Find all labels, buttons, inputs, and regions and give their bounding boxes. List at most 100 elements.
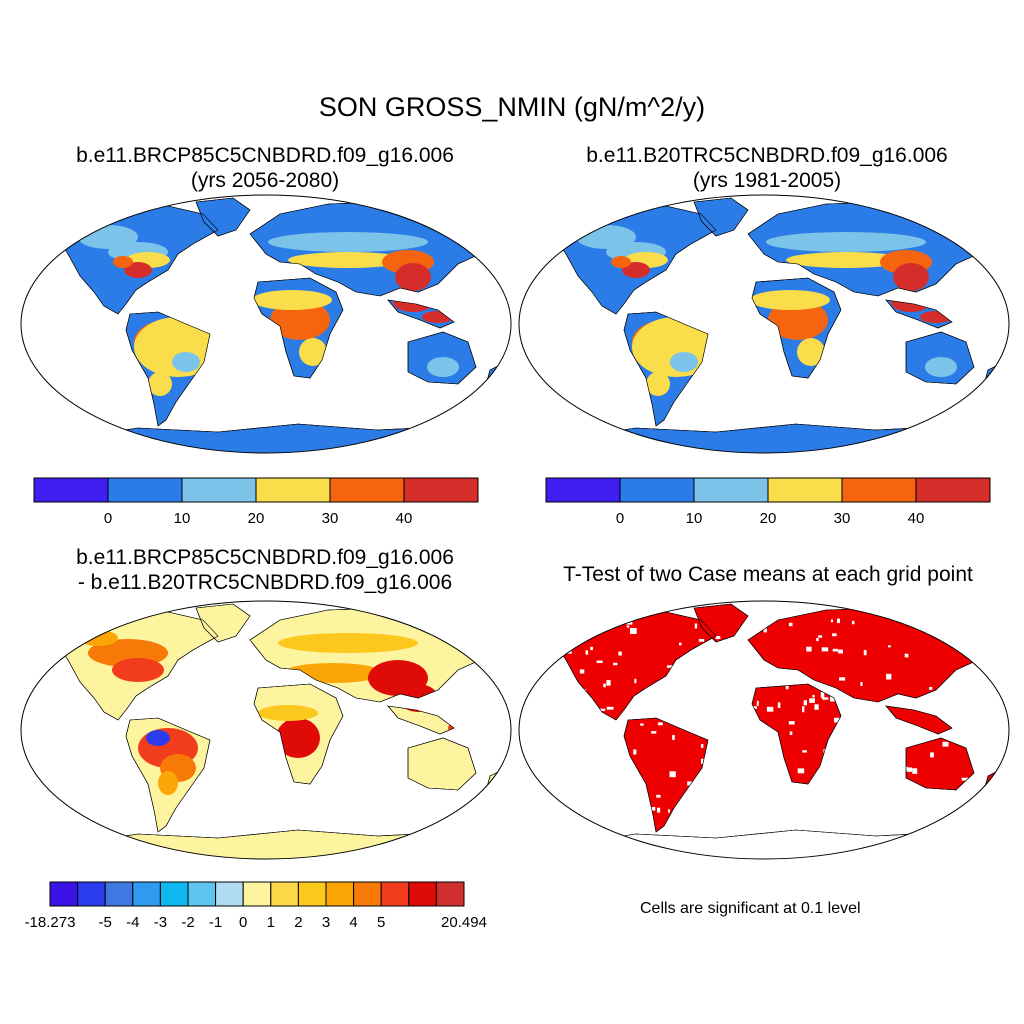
colorbar-rcp85: 0 10 20 30 40 [33,477,479,526]
nonsignificant-cell [789,731,793,735]
colorbar-label: 20.494 [441,914,487,930]
figure-title: SON GROSS_NMIN (gN/m^2/y) [318,92,706,122]
nonsignificant-cell [651,731,657,734]
colorbar-box [380,881,410,907]
panel-title-diff-line2: - b.e11.B20TRC5CNBDRD.f09_g16.006 [77,571,453,594]
value-patch [124,262,152,278]
colorbar-box [255,477,331,503]
colorbar-box [104,881,134,907]
panel-title-diff-line1: b.e11.BRCP85C5CNBDRD.f09_g16.006 [76,546,454,569]
nonsignificant-cell [821,647,829,652]
colorbar-label: -3 [154,914,167,930]
map-rcp85 [20,194,512,454]
colorbar-label: 30 [322,510,339,526]
nonsignificant-cell [630,628,637,634]
value-patch [576,225,636,249]
nonsignificant-cell [802,706,805,713]
nonsignificant-cell [967,619,970,624]
colorbar-box [545,477,621,503]
coastline-southAmerica [623,717,709,833]
land-layer-ttest [553,603,1001,859]
nonsignificant-cell [803,700,807,706]
value-patch [268,232,428,252]
value-patch [158,771,178,795]
coastline-australia [905,331,975,385]
nonsignificant-cell [814,704,819,710]
nonsignificant-cell [816,637,819,642]
colorbar-box [132,881,161,907]
nonsignificant-cell [961,777,969,781]
nonsignificant-cell [557,813,563,817]
value-patch [750,290,830,310]
nonsignificant-cell [788,622,793,627]
colorbar-label: 40 [908,510,925,526]
nonsignificant-cell [657,807,661,813]
nonsignificant-cell [756,700,759,706]
panel-title-rcp85-line2: (yrs 2056-2080) [190,169,340,192]
nonsignificant-cell [679,642,682,646]
nonsignificant-cell [753,706,757,709]
nonsignificant-cell [613,662,618,666]
colorbar-box [915,477,991,503]
value-patch [113,256,133,268]
nonsignificant-cell [777,702,781,708]
nonsignificant-cell [809,698,815,703]
colorbar-box [159,881,189,907]
nonsignificant-cell [603,683,606,688]
value-patch [395,263,431,291]
value-patch [78,225,138,249]
panel-title-ttest: T-Test of two Case means at each grid po… [512,562,1024,587]
nonsignificant-cell [832,633,837,637]
nonsignificant-cell [838,649,843,654]
nonsignificant-cell [785,684,789,690]
coastline-indonesia [885,299,953,329]
nonsignificant-cell [837,618,840,624]
colorbar-box [329,477,405,503]
colorbar-box [77,881,106,907]
coastline-southAmerica [623,311,709,427]
nonsignificant-cell [585,650,589,655]
value-patch [148,372,172,396]
coastline-africa [253,683,344,785]
nonsignificant-cell [820,692,825,698]
map-frame-rcp85 [20,194,512,454]
value-overlay [576,225,957,396]
nonsignificant-cell [618,651,622,656]
colorbar-label: 1 [267,914,275,930]
nonsignificant-cell [929,686,933,690]
colorbar-label: 4 [349,914,357,930]
nonsignificant-cell [694,623,698,629]
nonsignificant-cell [715,636,721,640]
colorbar-label: 10 [686,510,703,526]
colorbar-label: 0 [104,510,112,526]
colorbar-box [181,477,257,503]
colorbar-box [435,881,465,907]
coastline-greenland [195,603,251,643]
nonsignificant-cell [596,660,603,663]
coastline-greenland [195,197,251,237]
nonsignificant-cell [822,697,829,700]
map-frame-20tr [518,194,1010,454]
nonsignificant-cell [606,706,614,710]
colorbar-label: 0 [239,914,247,930]
colorbar-box [408,881,437,907]
colorbar-label: 2 [294,914,302,930]
value-patch [427,357,459,377]
value-patch [925,357,957,377]
colorbar-label: -18.273 [25,914,76,930]
panel-title-20tr: b.e11.B20TRC5CNBDRD.f09_g16.006 (yrs 198… [522,143,1012,193]
nonsignificant-cell [812,694,815,698]
map-20tr [518,194,1010,454]
colorbar-20tr: 0 10 20 30 40 [545,477,991,526]
nonsignificant-cell [830,696,836,702]
value-patch [146,730,170,746]
coastline-africa [751,277,842,379]
nonsignificant-cell [912,768,918,774]
colorbar-box [107,477,183,503]
nonsignificant-cell [860,682,863,686]
colorbar-box [297,881,327,907]
colorbar-box [693,477,769,503]
colorbar-label: 20 [760,510,777,526]
colorbar-label: -2 [181,914,194,930]
value-patch [768,300,828,340]
